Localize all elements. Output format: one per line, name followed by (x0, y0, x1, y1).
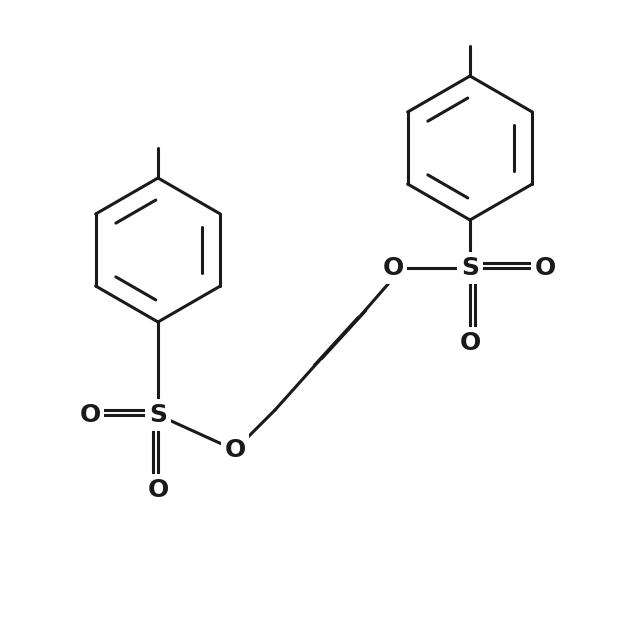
Text: O: O (147, 478, 168, 502)
Text: S: S (461, 256, 479, 280)
Text: O: O (534, 256, 556, 280)
Text: S: S (149, 403, 167, 427)
Text: O: O (382, 256, 404, 280)
Text: O: O (225, 438, 246, 462)
Text: O: O (79, 403, 100, 427)
Text: O: O (460, 331, 481, 355)
